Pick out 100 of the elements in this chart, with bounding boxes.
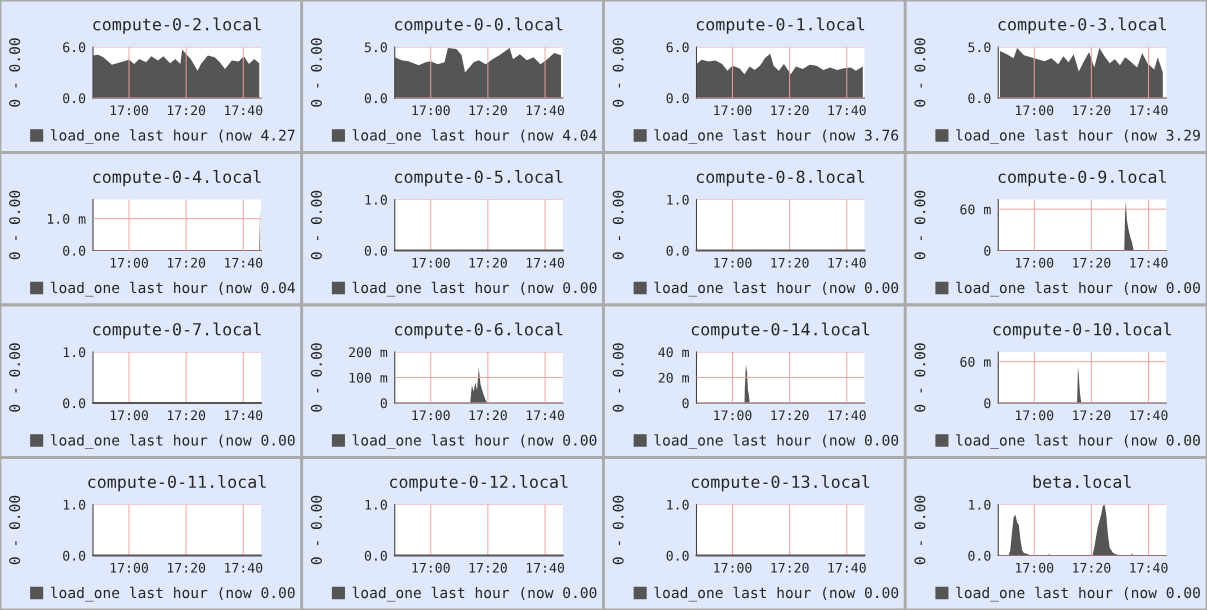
- y-tick-label: 5.0: [364, 42, 387, 53]
- y-axis-title: 0 - 0.00: [612, 38, 624, 107]
- x-tick-label: 17:00: [412, 105, 450, 116]
- y-tick-label: 1.0: [63, 347, 86, 358]
- legend-label: load_one last hour (now 0.00: [352, 434, 597, 449]
- x-tick-label: 17:00: [714, 257, 752, 268]
- x-tick-label: 17:40: [1130, 410, 1168, 421]
- x-tick-label: 17:40: [225, 562, 263, 573]
- x-tick-label: 17:00: [412, 410, 450, 421]
- y-axis-title: 0 - 0.00: [310, 38, 322, 107]
- y-tick-label: 100 m: [349, 372, 388, 383]
- y-tick-label: 6.0: [63, 42, 86, 53]
- y-axis-title: 0 - 0.00: [914, 190, 926, 260]
- chart-title: compute-0-2.local: [93, 17, 261, 34]
- x-tick-label: 17:20: [1073, 562, 1111, 573]
- chart-title: compute-0-12.local: [390, 475, 568, 492]
- y-tick-label: 0.0: [968, 93, 991, 104]
- x-tick-label: 17:00: [1015, 410, 1054, 421]
- legend-label: load_one last hour (now 0.00: [956, 434, 1200, 449]
- legend-label: load_one last hour (now 3.29: [956, 129, 1200, 144]
- y-tick-label: 0.0: [364, 245, 387, 256]
- y-tick-label: 5.0: [968, 42, 991, 53]
- y-axis-title: 0 - 0.00: [310, 495, 322, 565]
- x-tick-label: 17:20: [167, 105, 206, 116]
- chart-title: compute-0-5.local: [395, 170, 563, 187]
- x-tick-label: 17:20: [469, 410, 507, 421]
- y-axis-title: 0 - 0.00: [9, 38, 21, 107]
- x-tick-label: 17:20: [1073, 105, 1111, 116]
- text: load_one last hour (now 0.00: [654, 281, 899, 297]
- x-tick-label: 17:20: [469, 105, 507, 116]
- y-tick-label: 20 m: [658, 372, 689, 383]
- x-tick-label: 17:00: [714, 562, 752, 573]
- x-tick-label: 17:40: [225, 410, 263, 421]
- x-tick-label: 17:00: [110, 410, 148, 421]
- chart-title: compute-0-4.local: [93, 170, 261, 187]
- x-tick-label: 17:40: [828, 257, 866, 268]
- x-tick-label: 17:20: [1073, 410, 1111, 421]
- y-tick-label: 200 m: [349, 347, 388, 358]
- y-tick-label: 1.0: [667, 499, 689, 510]
- x-tick-label: 17:20: [167, 257, 206, 268]
- x-tick-label: 17:20: [771, 105, 809, 116]
- text: load_one last hour (now 0.00: [50, 586, 295, 602]
- x-tick-label: 17:00: [714, 410, 752, 421]
- y-axis-title: 0 - 0.00: [612, 495, 624, 565]
- chart-title: compute-0-7.local: [93, 322, 261, 339]
- x-tick-label: 17:40: [225, 257, 263, 268]
- x-tick-label: 17:40: [526, 562, 565, 573]
- y-axis-title: 0 - 0.00: [612, 190, 624, 260]
- x-tick-label: 17:20: [1073, 257, 1111, 268]
- x-tick-label: 17:00: [412, 257, 450, 268]
- x-tick-label: 17:40: [526, 410, 565, 421]
- x-tick-label: 17:00: [714, 105, 752, 116]
- chart-title: compute-0-14.local: [691, 322, 870, 339]
- text: load_one last hour (now 0.00: [956, 586, 1200, 602]
- text: load_one last hour (now 0.00: [352, 586, 597, 602]
- x-tick-label: 17:00: [110, 105, 148, 116]
- y-axis-title: 0 - 0.00: [914, 38, 926, 107]
- y-axis-title: 0 - 0.00: [310, 343, 322, 412]
- y-tick-label: 0.0: [63, 245, 86, 256]
- y-tick-label: 1.0: [365, 499, 387, 510]
- x-tick-label: 17:20: [469, 562, 507, 573]
- chart-title: compute-0-1.local: [696, 17, 865, 34]
- x-tick-label: 17:20: [771, 257, 809, 268]
- y-axis-title: 0 - 0.00: [914, 495, 926, 565]
- y-tick-label: 6.0: [666, 42, 689, 53]
- y-tick-label: 0.0: [666, 245, 689, 256]
- x-tick-label: 17:40: [1130, 257, 1168, 268]
- y-tick-label: 0: [984, 245, 991, 256]
- x-tick-label: 17:20: [167, 410, 206, 421]
- text: load_one last hour (now 0.04: [50, 281, 295, 297]
- y-tick-label: 0.0: [666, 93, 689, 104]
- y-axis-title: 0 - 0.00: [9, 190, 21, 260]
- y-axis-title: 0 - 0.00: [612, 343, 624, 412]
- x-tick-label: 17:20: [469, 257, 507, 268]
- x-tick-label: 17:00: [110, 257, 148, 268]
- x-tick-label: 17:40: [828, 105, 866, 116]
- text: load_one last hour (now 0.00: [956, 281, 1200, 297]
- y-tick-label: 60 m: [960, 204, 991, 215]
- y-tick-label: 1.0 m: [47, 213, 86, 224]
- y-axis-title: 0 - 0.00: [9, 343, 21, 412]
- chart-title: compute-0-10.local: [993, 322, 1171, 339]
- chart-title: compute-0-0.local: [395, 17, 563, 34]
- x-tick-label: 17:40: [828, 410, 866, 421]
- y-tick-label: 0.0: [968, 550, 991, 561]
- y-tick-label: 1.0: [667, 194, 689, 205]
- legend-label: load_one last hour (now 4.04: [352, 129, 597, 144]
- y-axis-title: 0 - 0.00: [9, 495, 21, 565]
- chart-title: compute-0-3.local: [998, 17, 1166, 34]
- chart-title: compute-0-8.local: [696, 170, 865, 187]
- x-tick-label: 17:00: [1015, 257, 1054, 268]
- y-tick-label: 1.0: [365, 194, 387, 205]
- legend-label: load_one last hour (now 3.76: [654, 129, 899, 144]
- y-axis-title: 0 - 0.00: [914, 343, 926, 412]
- x-tick-label: 17:00: [110, 562, 148, 573]
- y-tick-label: 1.0: [63, 499, 86, 510]
- chart-title: beta.local: [1033, 475, 1131, 489]
- x-tick-label: 17:40: [1130, 105, 1168, 116]
- x-tick-label: 17:40: [225, 105, 263, 116]
- text: load_one last hour (now 0.00: [352, 281, 597, 297]
- y-tick-label: 0.0: [364, 550, 387, 561]
